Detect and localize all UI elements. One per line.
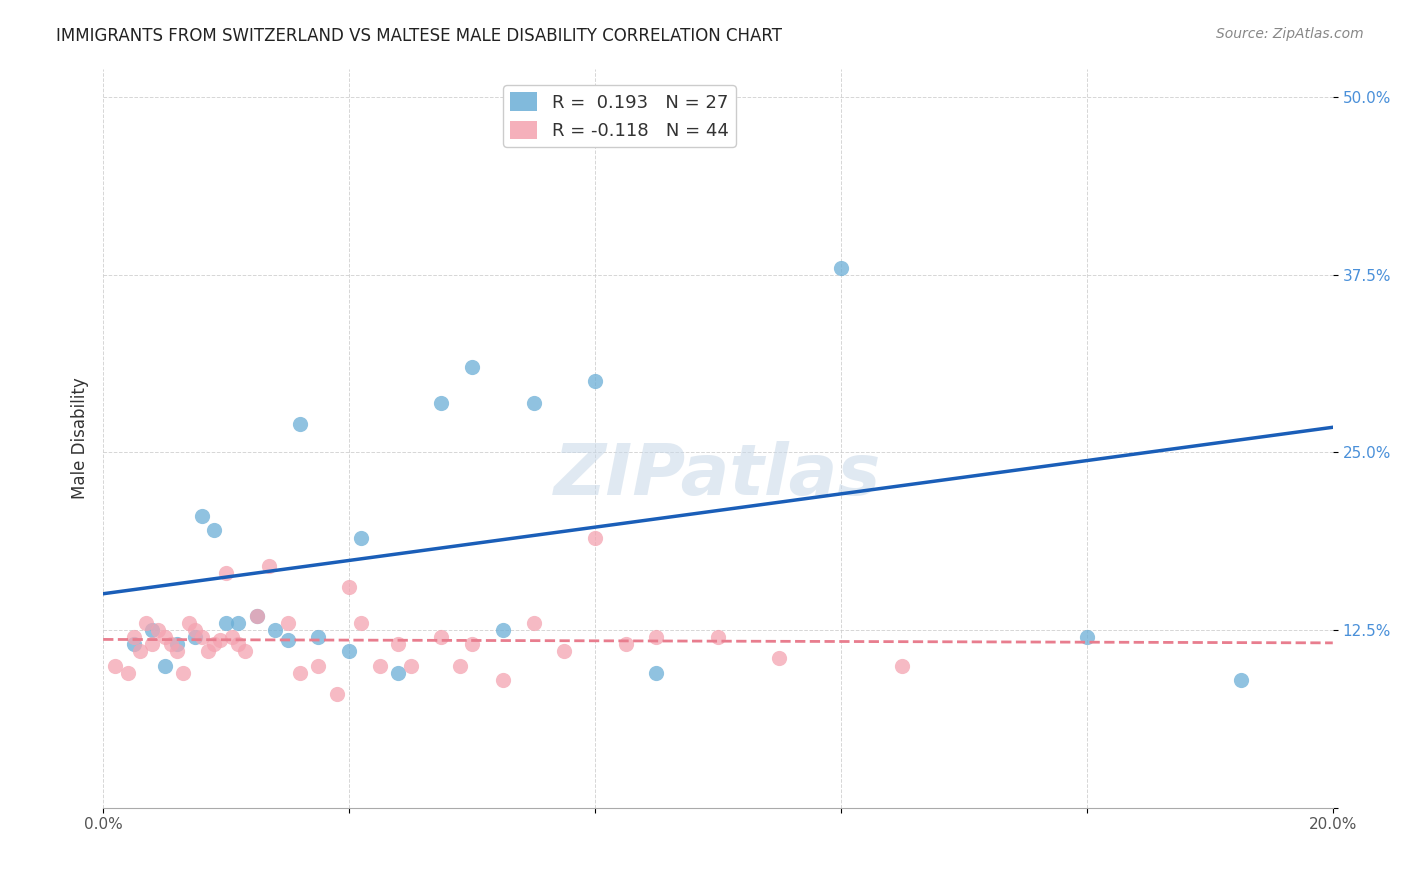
Point — [492, 623, 515, 637]
Point — [148, 623, 170, 637]
Point — [153, 658, 176, 673]
Point — [122, 637, 145, 651]
Point — [166, 637, 188, 651]
Point — [202, 524, 225, 538]
Point — [461, 359, 484, 374]
Point — [141, 637, 163, 651]
Point — [153, 630, 176, 644]
Point — [233, 644, 256, 658]
Point — [159, 637, 181, 651]
Point — [522, 395, 544, 409]
Point — [246, 608, 269, 623]
Point — [614, 637, 637, 651]
Point — [461, 637, 484, 651]
Point — [129, 644, 152, 658]
Point — [1076, 630, 1098, 644]
Point — [583, 531, 606, 545]
Point — [288, 417, 311, 431]
Point — [307, 630, 329, 644]
Point — [190, 630, 212, 644]
Point — [197, 644, 219, 658]
Point — [208, 632, 231, 647]
Point — [190, 509, 212, 524]
Point — [1229, 673, 1251, 687]
Legend: R =  0.193   N = 27, R = -0.118   N = 44: R = 0.193 N = 27, R = -0.118 N = 44 — [503, 85, 735, 147]
Point — [350, 531, 373, 545]
Point — [387, 637, 409, 651]
Point — [184, 630, 207, 644]
Point — [221, 630, 243, 644]
Point — [122, 630, 145, 644]
Point — [264, 623, 287, 637]
Point — [277, 615, 299, 630]
Point — [307, 658, 329, 673]
Point — [215, 615, 238, 630]
Point — [288, 665, 311, 680]
Point — [215, 566, 238, 581]
Point — [104, 658, 127, 673]
Point — [179, 615, 201, 630]
Point — [246, 608, 269, 623]
Point — [228, 615, 250, 630]
Point — [172, 665, 194, 680]
Point — [768, 651, 790, 665]
Point — [166, 644, 188, 658]
Point — [257, 559, 280, 574]
Point — [277, 632, 299, 647]
Point — [228, 637, 250, 651]
Point — [492, 673, 515, 687]
Point — [117, 665, 139, 680]
Text: ZIPatlas: ZIPatlas — [554, 441, 882, 509]
Point — [449, 658, 471, 673]
Point — [350, 615, 373, 630]
Point — [583, 374, 606, 388]
Point — [337, 580, 360, 594]
Text: Source: ZipAtlas.com: Source: ZipAtlas.com — [1216, 27, 1364, 41]
Point — [430, 630, 453, 644]
Point — [707, 630, 730, 644]
Text: IMMIGRANTS FROM SWITZERLAND VS MALTESE MALE DISABILITY CORRELATION CHART: IMMIGRANTS FROM SWITZERLAND VS MALTESE M… — [56, 27, 782, 45]
Point — [830, 260, 852, 275]
Point — [387, 665, 409, 680]
Point — [184, 623, 207, 637]
Point — [337, 644, 360, 658]
Point — [430, 395, 453, 409]
Point — [645, 630, 668, 644]
Point — [202, 637, 225, 651]
Point — [399, 658, 422, 673]
Point — [368, 658, 391, 673]
Y-axis label: Male Disability: Male Disability — [72, 377, 89, 499]
Point — [891, 658, 914, 673]
Point — [553, 644, 575, 658]
Point — [707, 104, 730, 119]
Point — [141, 623, 163, 637]
Point — [326, 687, 349, 701]
Point — [645, 665, 668, 680]
Point — [522, 615, 544, 630]
Point — [135, 615, 157, 630]
